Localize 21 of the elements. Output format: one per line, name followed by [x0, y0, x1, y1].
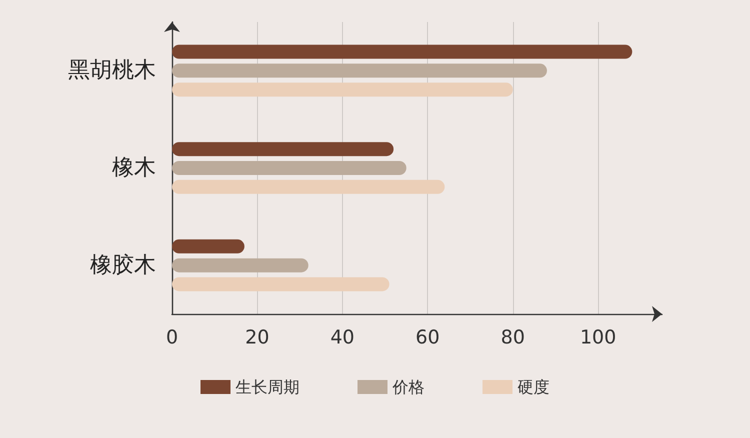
bar: [172, 64, 547, 78]
bar: [172, 258, 308, 272]
x-tick-label: 20: [245, 326, 270, 348]
legend-label: 硬度: [518, 378, 550, 396]
legend-label: 生长周期: [236, 378, 300, 396]
y-tick-label: 橡胶木: [90, 252, 156, 278]
bar: [172, 161, 406, 175]
bar: [172, 180, 445, 194]
bar: [172, 44, 632, 59]
x-tick-label: 0: [166, 326, 178, 348]
legend-label: 价格: [392, 378, 424, 396]
bar: [172, 82, 513, 97]
bar: [172, 277, 390, 292]
x-tick-label: 100: [580, 326, 616, 348]
x-tick-label: 60: [416, 326, 440, 348]
x-tick-label: 80: [500, 326, 525, 348]
x-tick-label: 40: [330, 326, 355, 348]
y-tick-label: 黑胡桃木: [68, 58, 156, 84]
y-tick-label: 橡木: [112, 156, 156, 180]
bar: [172, 239, 244, 254]
bar: [172, 142, 394, 156]
